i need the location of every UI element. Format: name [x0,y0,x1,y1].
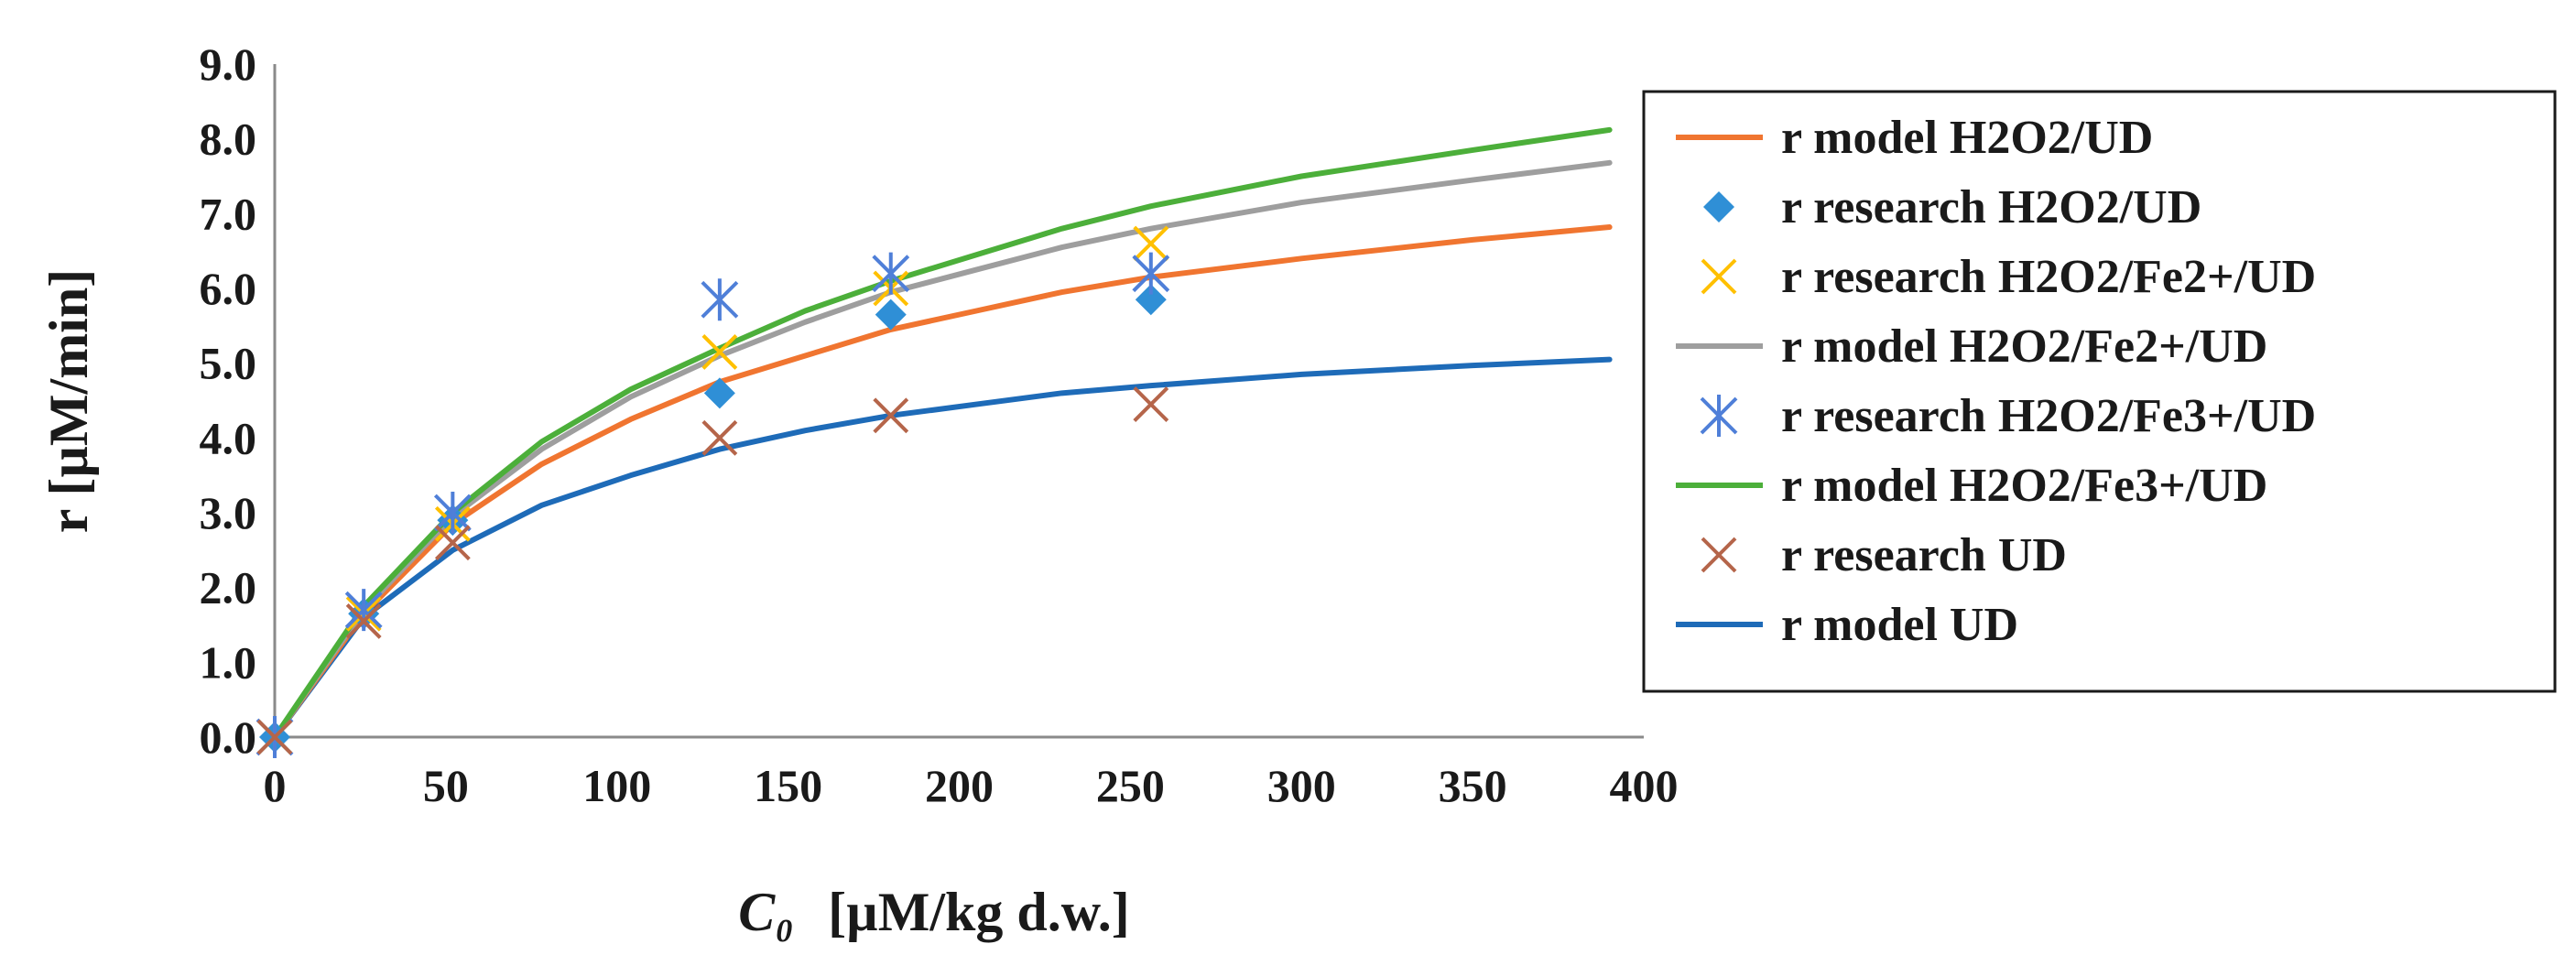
y-tick-label: 6.0 [200,263,257,314]
y-tick-label: 2.0 [200,562,257,613]
series-r-model-h2o2-fe3-ud [272,126,1613,740]
legend-item: r model UD [1676,599,2018,651]
x-tick-label: 100 [582,760,651,811]
series-line [272,126,1613,740]
y-tick-label: 1.0 [200,636,257,688]
legend-item: r model H2O2/Fe2+/UD [1676,320,2267,373]
legend-swatch [1703,191,1734,222]
x-tick-labels: 0 50 100 150 200 250 300 350 400 [264,760,1679,811]
data-point [701,278,739,321]
data-point [1135,284,1167,316]
x-tick-label: 350 [1439,760,1507,811]
legend-label: r model UD [1781,599,2018,651]
x-tick-label: 300 [1267,760,1336,811]
y-tick-label: 0.0 [200,711,257,763]
legend-label: r model H2O2/Fe2+/UD [1781,320,2267,373]
y-tick-label: 3.0 [200,487,257,538]
data-point [873,397,909,434]
data-point [434,525,471,561]
y-tick-label: 7.0 [200,188,257,239]
data-point [344,589,383,632]
data-point [256,719,293,755]
data-point [701,334,738,370]
y-tick-labels: 0.0 1.0 2.0 3.0 4.0 5.0 6.0 7.0 8.0 9.0 [200,38,257,763]
data-point [1133,225,1169,262]
data-point [345,603,382,639]
legend-label: r model H2O2/UD [1781,112,2153,164]
legend-label: r model H2O2/Fe3+/UD [1781,460,2267,512]
series-line [272,356,1613,740]
data-point [433,492,472,534]
y-tick-label: 4.0 [200,412,257,463]
x-tick-label: 250 [1096,760,1165,811]
series-r-model-h2o2-ud [272,224,1613,740]
legend-item: r research H2O2/UD [1703,181,2201,233]
data-point [1132,252,1170,295]
series-r-model-h2o2-fe2-ud [272,159,1613,740]
legend-label: r research UD [1781,529,2067,581]
series-layer [255,126,1613,758]
x-axis-title: C₀ [µM/kg d.w.] [738,882,1130,943]
data-point [701,419,738,456]
legend-label: r research H2O2/Fe3+/UD [1781,390,2316,442]
legend-item: r model H2O2/UD [1676,112,2153,164]
legend-swatch [1701,258,1737,295]
series-line [272,224,1613,740]
y-tick-label: 9.0 [200,38,257,90]
legend-frame [1642,90,2557,693]
data-point [1133,386,1169,422]
y-tick-label: 8.0 [200,114,257,165]
x-tick-label: 200 [925,760,994,811]
x-axis-symbol: C₀ [738,882,794,943]
x-tick-label: 0 [264,760,287,811]
legend-item: r research H2O2/Fe3+/UD [1700,390,2316,442]
series-r-research-h2o2-fe3-ud [255,252,1170,758]
data-point [703,377,735,409]
legend-swatch [1701,537,1737,573]
legend-label: r research H2O2/Fe2+/UD [1781,251,2316,303]
svg-text:C₀ [µM/kg d.w.]: C₀ [µM/kg d.w.] [738,882,1130,943]
x-tick-label: 50 [423,760,469,811]
legend-item: r research UD [1701,529,2067,581]
axes [273,64,1644,739]
y-axis-title: r [µM/min] [38,269,99,533]
data-point [875,298,907,331]
legend-items: r model H2O2/UD r research H2O2/UD r resea… [1676,112,2316,651]
legend-label: r research H2O2/UD [1781,181,2201,233]
x-axis-title-text: [µM/kg d.w.] [828,882,1130,942]
data-point [872,252,910,295]
x-tick-label: 150 [754,760,822,811]
legend-item: r research H2O2/Fe2+/UD [1701,251,2316,303]
series-r-research-ud [256,386,1169,755]
x-tick-label: 400 [1610,760,1679,811]
legend: r model H2O2/UD r research H2O2/UD r resea… [1642,90,2557,693]
series-line [272,159,1613,740]
legend-item: r model H2O2/Fe3+/UD [1676,460,2267,512]
legend-swatch [1700,395,1738,437]
series-r-model-ud [272,356,1613,740]
y-tick-label: 5.0 [200,338,257,389]
